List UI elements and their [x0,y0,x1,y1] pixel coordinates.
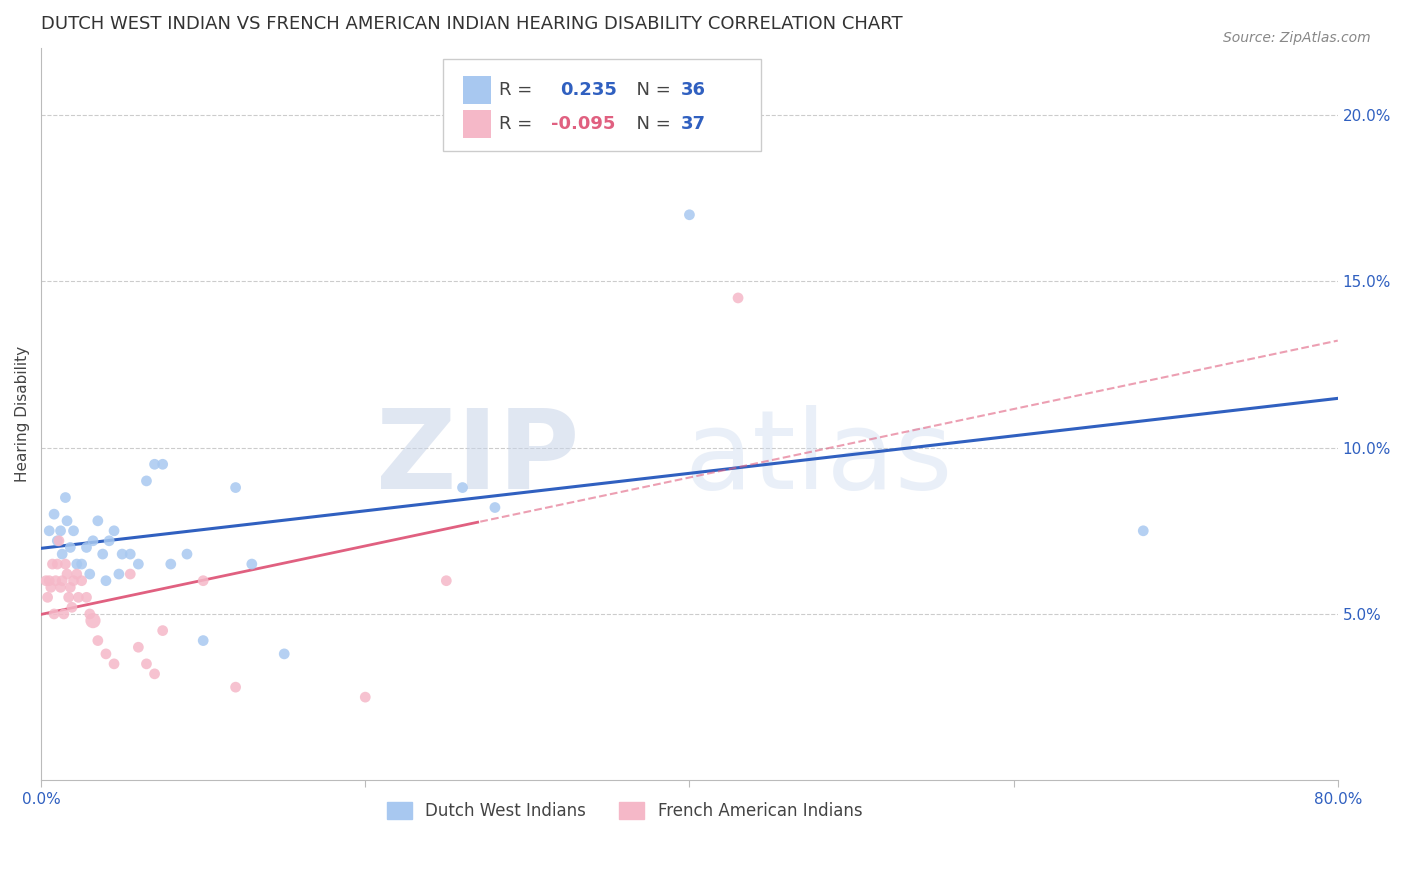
Point [127,557,149,571]
Text: atlas: atlas [685,405,953,512]
Point [45,574,67,588]
Point [225,680,247,694]
Point [48,533,70,548]
Point [56,567,79,582]
FancyBboxPatch shape [463,76,491,104]
FancyBboxPatch shape [463,110,491,137]
Point [55,557,77,571]
Legend: Dutch West Indians, French American Indians: Dutch West Indians, French American Indi… [380,796,869,827]
Point [273,647,295,661]
Point [59,580,82,594]
Point [135,474,157,488]
Point [56,514,79,528]
Point [193,574,215,588]
Text: N =: N = [624,115,676,133]
Point [70,574,93,588]
Point [38,524,60,538]
Point [59,541,82,555]
Point [66,557,89,571]
Point [354,690,377,705]
Point [94,647,117,661]
Point [451,481,474,495]
Point [98,533,121,548]
Point [35,574,58,588]
Point [51,547,73,561]
Point [159,557,181,571]
Point [76,591,98,605]
Point [94,574,117,588]
Text: Source: ZipAtlas.com: Source: ZipAtlas.com [1223,31,1371,45]
Point [55,491,77,505]
Point [82,614,104,628]
Point [60,600,83,615]
Point [152,624,174,638]
Point [193,633,215,648]
Point [79,567,101,582]
Text: 37: 37 [681,115,706,133]
Point [143,457,166,471]
Point [82,533,104,548]
Point [135,657,157,671]
Point [41,557,63,571]
Point [87,514,110,528]
Point [111,547,134,561]
Text: 0.235: 0.235 [560,81,617,99]
Point [240,557,263,571]
Point [46,533,69,548]
FancyBboxPatch shape [443,60,761,151]
Point [108,567,131,582]
Point [42,507,65,521]
Point [52,607,75,621]
Point [62,574,84,588]
Point [46,557,69,571]
Point [37,591,59,605]
Point [120,567,142,582]
Point [727,291,749,305]
Point [103,657,125,671]
Point [79,607,101,621]
Point [67,591,90,605]
Text: DUTCH WEST INDIAN VS FRENCH AMERICAN INDIAN HEARING DISABILITY CORRELATION CHART: DUTCH WEST INDIAN VS FRENCH AMERICAN IND… [41,15,903,33]
Point [176,547,198,561]
Point [225,481,247,495]
Point [152,457,174,471]
Point [70,557,93,571]
Point [76,541,98,555]
Point [58,591,80,605]
Point [678,208,700,222]
Text: -0.095: -0.095 [551,115,614,133]
Point [62,524,84,538]
Point [66,567,89,582]
Text: R =: R = [499,115,538,133]
Point [143,666,166,681]
Point [39,580,62,594]
Point [49,580,72,594]
Text: ZIP: ZIP [375,405,579,512]
Point [38,574,60,588]
Point [91,547,114,561]
Point [87,633,110,648]
Point [434,574,457,588]
Point [49,524,72,538]
Text: 36: 36 [681,81,706,99]
Point [103,524,125,538]
Point [51,574,73,588]
Y-axis label: Hearing Disability: Hearing Disability [15,346,30,483]
Text: N =: N = [624,81,676,99]
Point [120,547,142,561]
Point [1132,524,1154,538]
Point [42,607,65,621]
Point [127,640,149,655]
Point [484,500,506,515]
Text: R =: R = [499,81,544,99]
